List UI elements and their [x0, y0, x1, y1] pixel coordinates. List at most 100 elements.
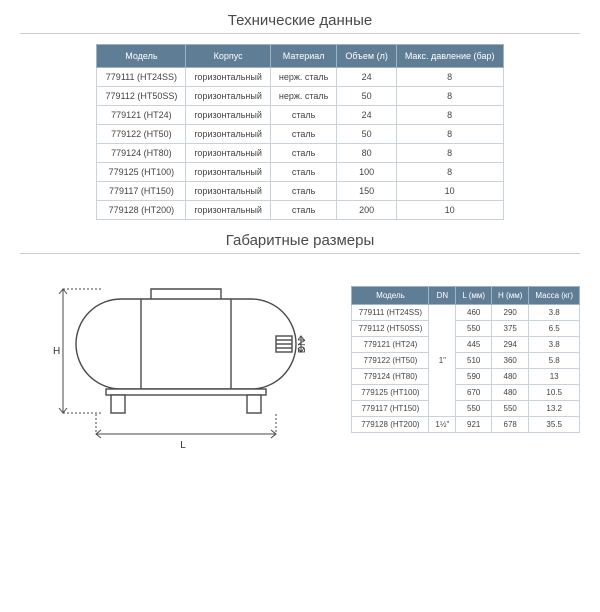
table-cell: 480	[492, 368, 529, 384]
th-material: Материал	[270, 45, 336, 68]
table-cell: горизонтальный	[186, 106, 271, 125]
table-cell: 779125 (HT100)	[97, 163, 186, 182]
dth-h: H (мм)	[492, 286, 529, 304]
table-cell: 50	[337, 87, 396, 106]
table-cell: нерж. сталь	[270, 87, 336, 106]
table-cell: 24	[337, 106, 396, 125]
table-row: 779112 (HT50SS)горизонтальныйнерж. сталь…	[97, 87, 503, 106]
table-cell: 445	[456, 336, 492, 352]
table-cell: 779111 (HT24SS)	[97, 68, 186, 87]
table-cell: 670	[456, 384, 492, 400]
table-cell: 50	[337, 125, 396, 144]
dth-dn: DN	[429, 286, 456, 304]
dth-l: L (мм)	[456, 286, 492, 304]
dth-model: Модель	[352, 286, 429, 304]
table-cell: 8	[396, 144, 503, 163]
table-cell: 779124 (HT80)	[97, 144, 186, 163]
table-cell: сталь	[270, 106, 336, 125]
table-cell: 550	[456, 320, 492, 336]
label-DN: DN	[297, 339, 308, 353]
table-cell: 779124 (HT80)	[352, 368, 429, 384]
table-cell: 779128 (HT200)	[97, 201, 186, 220]
table-cell: сталь	[270, 144, 336, 163]
table-cell: 200	[337, 201, 396, 220]
table-row: 779111 (HT24SS)1"4602903.8	[352, 304, 580, 320]
table-row: 779125 (HT100) 67048010.5	[352, 384, 580, 400]
table-cell: 779111 (HT24SS)	[352, 304, 429, 320]
th-body: Корпус	[186, 45, 271, 68]
section-title-tech: Технические данные	[0, 12, 600, 29]
table-cell: 779117 (HT150)	[352, 400, 429, 416]
table-cell: 6.5	[529, 320, 580, 336]
table-cell: 290	[492, 304, 529, 320]
table-row: 779125 (HT100)горизонтальныйсталь1008	[97, 163, 503, 182]
table-cell: 10	[396, 201, 503, 220]
table-cell: 779121 (HT24)	[97, 106, 186, 125]
table-cell: 294	[492, 336, 529, 352]
table-cell: 921	[456, 416, 492, 432]
table-row: 779122 (HT50) 5103605.8	[352, 352, 580, 368]
table-cell: 35.5	[529, 416, 580, 432]
table-row: 779124 (HT80)горизонтальныйсталь808	[97, 144, 503, 163]
table-cell: горизонтальный	[186, 201, 271, 220]
dn-cell: 1"	[429, 304, 456, 416]
table-row: 779122 (HT50)горизонтальныйсталь508	[97, 125, 503, 144]
table-cell: 24	[337, 68, 396, 87]
table-cell: нерж. сталь	[270, 68, 336, 87]
table-cell: 779112 (HT50SS)	[352, 320, 429, 336]
table-cell: сталь	[270, 163, 336, 182]
table-cell: 779117 (HT150)	[97, 182, 186, 201]
table-cell: горизонтальный	[186, 87, 271, 106]
tech-table: Модель Корпус Материал Объем (л) Макс. д…	[96, 44, 503, 220]
th-model: Модель	[97, 45, 186, 68]
table-cell: 375	[492, 320, 529, 336]
table-row: 779128 (HT200)1½"92167835.5	[352, 416, 580, 432]
divider	[20, 33, 580, 34]
th-volume: Объем (л)	[337, 45, 396, 68]
table-cell: 779125 (HT100)	[352, 384, 429, 400]
table-row: 779117 (HT150)горизонтальныйсталь15010	[97, 182, 503, 201]
table-cell: 779112 (HT50SS)	[97, 87, 186, 106]
table-cell: 80	[337, 144, 396, 163]
table-row: 779121 (HT24) 4452943.8	[352, 336, 580, 352]
table-cell: 510	[456, 352, 492, 368]
dims-table-wrap: Модель DN L (мм) H (мм) Масса (кг) 77911…	[351, 286, 580, 433]
table-cell: 8	[396, 125, 503, 144]
section-title-dims: Габаритные размеры	[0, 232, 600, 249]
tech-table-wrap: Модель Корпус Материал Объем (л) Макс. д…	[50, 44, 550, 220]
table-cell: 3.8	[529, 304, 580, 320]
table-cell: 678	[492, 416, 529, 432]
dn-cell: 1½"	[429, 416, 456, 432]
table-cell: 5.8	[529, 352, 580, 368]
table-cell: 13.2	[529, 400, 580, 416]
table-cell: 550	[492, 400, 529, 416]
table-cell: 8	[396, 163, 503, 182]
table-cell: 779122 (HT50)	[352, 352, 429, 368]
table-cell: 360	[492, 352, 529, 368]
label-L: L	[180, 440, 186, 451]
table-cell: 8	[396, 87, 503, 106]
table-row: 779117 (HT150)55055013.2	[352, 400, 580, 416]
dims-table: Модель DN L (мм) H (мм) Масса (кг) 77911…	[351, 286, 580, 433]
table-cell: 100	[337, 163, 396, 182]
table-cell: сталь	[270, 182, 336, 201]
table-row: 779124 (HT80)59048013	[352, 368, 580, 384]
table-cell: 150	[337, 182, 396, 201]
table-cell: 10.5	[529, 384, 580, 400]
label-H: H	[53, 346, 60, 357]
table-cell: 480	[492, 384, 529, 400]
table-cell: 550	[456, 400, 492, 416]
table-cell: 13	[529, 368, 580, 384]
table-row: 779121 (HT24)горизонтальныйсталь248	[97, 106, 503, 125]
table-cell: горизонтальный	[186, 68, 271, 87]
divider	[20, 253, 580, 254]
table-row: 779128 (HT200)горизонтальныйсталь20010	[97, 201, 503, 220]
table-cell: 3.8	[529, 336, 580, 352]
table-cell: 779128 (HT200)	[352, 416, 429, 432]
table-cell: сталь	[270, 125, 336, 144]
table-cell: 779121 (HT24)	[352, 336, 429, 352]
table-cell: горизонтальный	[186, 182, 271, 201]
table-cell: 779122 (HT50)	[97, 125, 186, 144]
table-row: 779111 (HT24SS)горизонтальныйнерж. сталь…	[97, 68, 503, 87]
diagram-wrap: H L DN	[20, 264, 341, 454]
